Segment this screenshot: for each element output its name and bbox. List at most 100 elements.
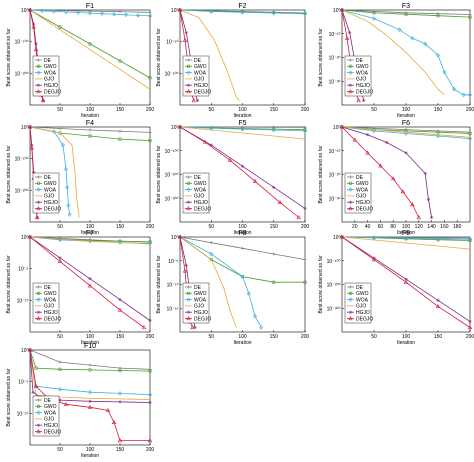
legend-label: GJO — [356, 194, 366, 200]
point-HGJO — [366, 133, 370, 137]
x-tick-label: 150 — [270, 107, 279, 113]
y-tick-label: 10⁻¹⁰⁰ — [165, 149, 179, 155]
point-WOA — [57, 386, 63, 392]
x-axis-label: Iteration — [397, 113, 415, 119]
x-tick-label: 50 — [371, 107, 377, 113]
legend-label: GJO — [44, 304, 54, 310]
legend-label: GJO — [44, 77, 54, 83]
y-tick-label: 10⁰ — [171, 235, 179, 241]
y-tick-label: 10⁻¹⁰⁰ — [15, 40, 29, 46]
x-tick-label: 120 — [415, 224, 424, 230]
y-tick-label: 10⁰ — [333, 125, 341, 131]
series-line-GJO — [179, 126, 306, 140]
legend-marker-WOA — [348, 70, 353, 75]
y-tick-label: 10⁻⁵ — [18, 267, 28, 273]
point-WOA — [209, 251, 214, 257]
point-WOA — [271, 10, 276, 16]
point-GWO — [303, 280, 307, 284]
legend-marker-GWO — [36, 181, 41, 186]
point-WOA — [467, 136, 473, 141]
point-DE — [148, 367, 152, 371]
point-HGJO — [34, 42, 38, 46]
point-GWO — [148, 138, 152, 143]
point-WOA — [135, 13, 141, 18]
point-HGJO — [184, 263, 188, 267]
x-tick-label: 100 — [238, 224, 247, 230]
series-line-GWO — [29, 349, 151, 372]
x-tick-label: 140 — [427, 224, 436, 230]
point-HGJO — [148, 318, 152, 323]
legend-marker-HGJO — [186, 200, 191, 204]
legend-label: GJO — [44, 194, 54, 200]
point-HGJO — [423, 171, 427, 176]
point-HGJO — [88, 399, 92, 403]
legend-label: DEGJO — [194, 206, 211, 212]
point-WOA — [403, 235, 409, 241]
point-DE — [118, 129, 122, 133]
legend-label: GJO — [194, 77, 204, 83]
y-tick-label: 10⁻³⁰⁰ — [165, 196, 179, 202]
legend-label: HGJO — [44, 310, 58, 316]
chart-title: F3 — [402, 3, 410, 10]
legend-label: GWO — [194, 291, 207, 297]
y-tick-label: 10⁰ — [171, 8, 179, 14]
legend-label: GWO — [44, 181, 57, 187]
point-WOA — [259, 325, 264, 330]
x-tick-label: 50 — [208, 334, 214, 340]
legend-label: GJO — [44, 417, 54, 423]
point-WOA — [339, 124, 345, 130]
y-tick-label: 10⁻¹⁰ — [17, 298, 29, 304]
y-tick-label: 10⁰ — [21, 348, 29, 354]
x-tick-label: 50 — [57, 107, 63, 113]
point-HGJO — [404, 277, 408, 281]
point-WOA — [111, 11, 117, 17]
x-tick-label: 150 — [116, 334, 125, 340]
y-axis-label: Best score obtained so far — [6, 255, 12, 313]
x-tick-label: 100 — [86, 447, 95, 453]
point-WOA — [147, 13, 153, 19]
point-DEGJO — [177, 124, 183, 129]
legend-label: WOA — [194, 70, 207, 76]
series-line-WOA — [341, 126, 471, 139]
series-line-WOA — [179, 126, 306, 132]
series-line-WOA — [341, 236, 471, 240]
legend-label: GJO — [194, 194, 204, 200]
y-tick-label: 10⁻¹⁰ — [167, 283, 179, 289]
legend-label: DE — [44, 398, 52, 404]
point-DEGJO — [400, 189, 406, 194]
legend-label: HGJO — [356, 310, 370, 316]
point-HGJO — [303, 206, 307, 211]
x-tick-label: 200 — [466, 107, 474, 113]
legend-label: HGJO — [194, 310, 208, 316]
y-tick-label: 10⁻¹⁰ — [17, 411, 29, 417]
point-GWO — [436, 238, 440, 242]
point-HGJO — [385, 140, 389, 145]
point-DEGJO — [378, 163, 383, 168]
chart-title: F6 — [402, 120, 410, 127]
legend-label: DE — [194, 285, 202, 291]
point-WOA — [302, 11, 308, 17]
series-line-WOA — [179, 9, 306, 15]
legend-label: WOA — [194, 187, 207, 193]
point-HGJO — [32, 22, 36, 26]
point-DEGJO — [31, 24, 36, 29]
legend-marker-WOA — [186, 70, 191, 75]
y-tick-label: 10⁻¹⁰ — [329, 149, 341, 155]
series-line-GJO — [341, 126, 471, 138]
point-GWO — [148, 76, 152, 80]
point-WOA — [51, 9, 57, 14]
point-DE — [272, 252, 276, 256]
x-tick-label: 100 — [238, 107, 247, 113]
point-DEGJO — [117, 438, 123, 443]
point-DEGJO — [147, 438, 153, 443]
point-DEGJO — [339, 234, 345, 239]
legend-marker-HGJO — [186, 83, 191, 87]
point-DEGJO — [141, 325, 147, 330]
legend-marker-WOA — [348, 187, 353, 192]
legend-marker-DE — [36, 175, 41, 179]
x-tick-label: 150 — [116, 224, 125, 230]
point-WOA — [339, 234, 345, 240]
